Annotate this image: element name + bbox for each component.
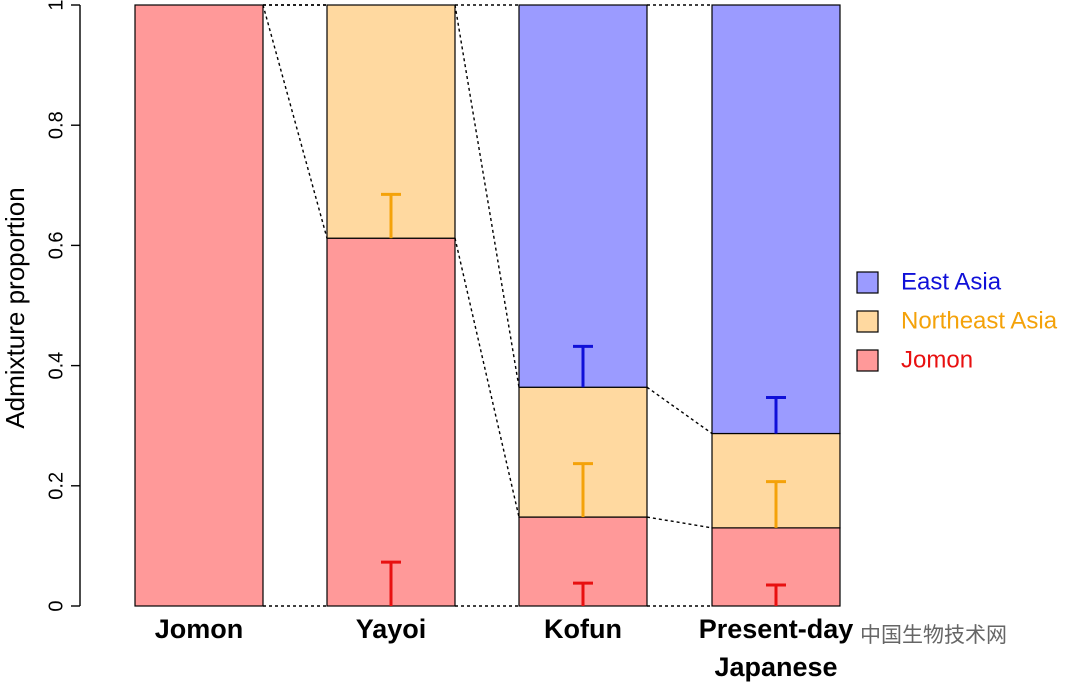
connector-line-1-2 <box>454 4 520 388</box>
legend-label-east-asia: East Asia <box>901 268 1002 295</box>
y-tick-label-4: 0.8 <box>45 111 67 139</box>
x-tick-label-0: Jomon <box>155 614 244 644</box>
y-tick-label-1: 0.2 <box>45 472 67 500</box>
connector-line-0-1 <box>262 4 328 239</box>
bar-layer <box>134 4 841 607</box>
legend-swatch-jomon <box>856 349 879 372</box>
y-axis: 0 0.2 0.4 0.6 0.8 1 <box>45 0 81 612</box>
y-tick-label-5: 1 <box>45 0 67 11</box>
connector-lines <box>262 4 713 607</box>
x-tick-label-1: Yayoi <box>356 614 427 644</box>
connector-line-2-2 <box>646 386 713 435</box>
legend-label-jomon: Jomon <box>901 346 973 373</box>
x-axis-labels: Jomon Yayoi Kofun Present-day Japanese <box>155 614 854 682</box>
watermark-text: 中国生物技术网 <box>860 624 1007 647</box>
legend: East Asia Northeast Asia Jomon <box>856 268 1058 373</box>
y-tick-label-2: 0.4 <box>45 352 67 380</box>
bar-segment-east-asia-3 <box>711 4 841 435</box>
y-tick-label-0: 0 <box>45 600 67 611</box>
y-axis-label: Admixture proportion <box>0 187 30 428</box>
x-tick-label-3-line-0: Present-day <box>699 614 854 644</box>
bar-segment-east-asia-2 <box>518 4 648 388</box>
connector-line-2-1 <box>646 516 713 529</box>
bar-segment-jomon-0 <box>134 4 264 607</box>
x-tick-label-2: Kofun <box>544 614 622 644</box>
error-bar-layer <box>381 192 786 606</box>
legend-label-northeast-asia: Northeast Asia <box>901 307 1058 334</box>
legend-swatch-northeast-asia <box>856 310 879 333</box>
y-tick-label-3: 0.6 <box>45 231 67 259</box>
bar-segment-jomon-1 <box>326 237 456 607</box>
connector-line-1-1 <box>454 238 520 518</box>
legend-swatch-east-asia <box>856 271 879 294</box>
x-tick-label-3-line-1: Japanese <box>714 652 837 682</box>
